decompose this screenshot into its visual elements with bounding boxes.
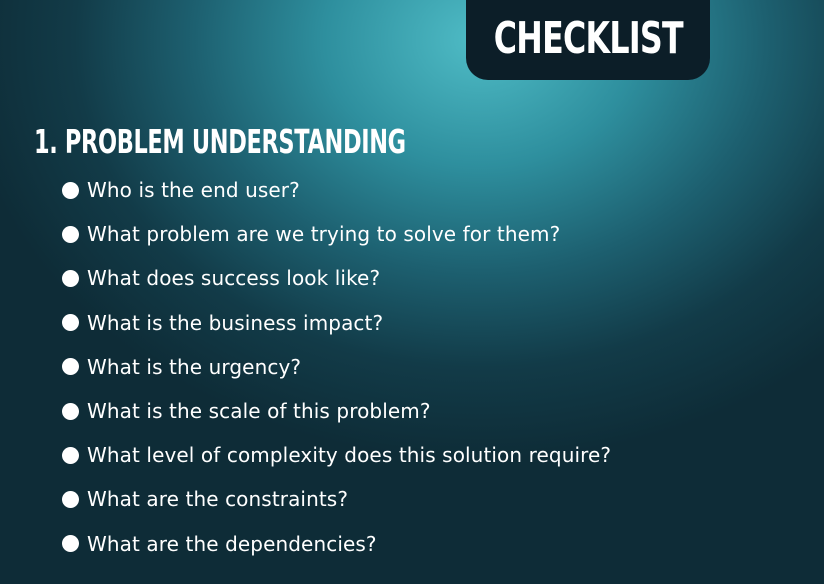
- list-item: What does success look like?: [62, 256, 611, 300]
- list-item: What is the business impact?: [62, 301, 611, 345]
- bullet-icon: [62, 446, 79, 464]
- list-item: What is the scale of this problem?: [62, 389, 611, 433]
- bullet-icon: [62, 225, 79, 243]
- bullet-icon: [62, 535, 79, 553]
- checklist-label: CHECKLIST: [493, 12, 683, 64]
- list-item-text: Who is the end user?: [87, 178, 300, 203]
- list-item: What are the constraints?: [62, 477, 611, 521]
- list-item-text: What is the scale of this problem?: [87, 399, 431, 424]
- section-title: 1. PROBLEM UNDERSTANDING: [34, 122, 406, 161]
- bullet-icon: [62, 181, 79, 199]
- list-item: What level of complexity does this solut…: [62, 433, 611, 477]
- list-item: What are the dependencies?: [62, 522, 611, 566]
- list-item-text: What problem are we trying to solve for …: [87, 222, 561, 247]
- list-item-text: What is the urgency?: [87, 354, 302, 379]
- list-item: What is the urgency?: [62, 345, 611, 389]
- list-item-text: What are the constraints?: [87, 487, 349, 512]
- list-item: Who is the end user?: [62, 168, 611, 212]
- list-item-text: What are the dependencies?: [87, 531, 377, 556]
- bullet-icon: [62, 490, 79, 508]
- list-item-text: What does success look like?: [87, 266, 381, 291]
- checklist-tag: CHECKLIST: [466, 0, 710, 80]
- bullet-icon: [62, 358, 79, 376]
- list-item-text: What level of complexity does this solut…: [87, 443, 612, 468]
- list-item-text: What is the business impact?: [87, 310, 384, 335]
- bullet-icon: [62, 402, 79, 420]
- checklist: Who is the end user? What problem are we…: [62, 168, 611, 566]
- list-item: What problem are we trying to solve for …: [62, 212, 611, 256]
- bullet-icon: [62, 314, 79, 332]
- bullet-icon: [62, 269, 79, 287]
